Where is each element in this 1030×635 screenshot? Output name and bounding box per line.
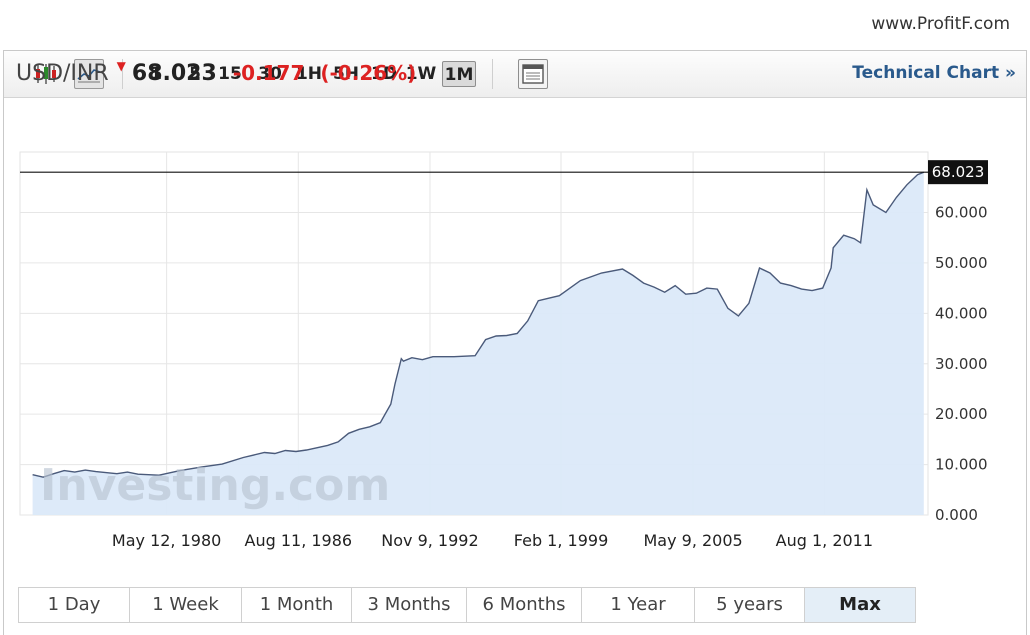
interval-button-1[interactable]: 1: [150, 64, 162, 84]
price-change: -0.177: [232, 61, 305, 85]
toolbar-divider: [122, 59, 123, 89]
range-1-year[interactable]: 1 Year: [582, 588, 695, 622]
last-price: 68.023: [131, 61, 217, 86]
x-tick-label: Nov 9, 1992: [381, 531, 478, 550]
x-tick-label: Feb 1, 1999: [514, 531, 608, 550]
y-tick-label: 10.000: [935, 456, 988, 474]
interval-button-1m[interactable]: 1M: [442, 61, 476, 87]
toolbar-divider: [492, 59, 493, 89]
chart-toolbar: 1 5 15 30 1H 5H 1D 1W 1M Technical Chart »: [4, 51, 1026, 98]
symbol-label: USD/INR: [16, 61, 109, 86]
price-change-percent: (-0.26%): [320, 61, 417, 85]
range-max[interactable]: Max: [805, 588, 915, 622]
interval-button-1h[interactable]: 1H: [295, 64, 323, 84]
last-price-tag: [928, 160, 988, 185]
interval-button-5[interactable]: 5: [189, 64, 201, 84]
x-tick-label: Aug 1, 2011: [776, 531, 873, 550]
price-chart[interactable]: 0.000 10.000 20.000 30.000 40.000 50.000 60.00…: [0, 0, 1030, 580]
y-tick-label: 40.000: [935, 304, 988, 322]
range-1-month[interactable]: 1 Month: [242, 588, 352, 622]
series-area: [32, 172, 924, 515]
series-line: [32, 171, 925, 478]
site-watermark: www.ProfitF.com: [871, 14, 1010, 34]
y-tick-label: 50.000: [935, 254, 988, 272]
range-3-months[interactable]: 3 Months: [352, 588, 467, 622]
interval-button-15[interactable]: 15: [218, 64, 242, 84]
x-tick-label: Aug 11, 1986: [245, 531, 353, 550]
technical-chart-link[interactable]: Technical Chart »: [852, 63, 1016, 83]
down-arrow-icon: ▼: [116, 59, 126, 73]
candlestick-icon[interactable]: [31, 59, 61, 89]
range-1-week[interactable]: 1 Week: [130, 588, 242, 622]
x-tick-label: May 9, 2005: [643, 531, 742, 550]
range-1-day[interactable]: 1 Day: [19, 588, 130, 622]
interval-button-1d[interactable]: 1D: [371, 64, 397, 84]
range-5-years[interactable]: 5 years: [695, 588, 805, 622]
calendar-icon[interactable]: [518, 59, 548, 89]
y-tick-label: 60.000: [935, 204, 988, 222]
x-tick-label: May 12, 1980: [112, 531, 221, 550]
investing-watermark: Investing.com: [40, 460, 390, 511]
y-tick-label: 30.000: [935, 355, 988, 373]
range-6-months[interactable]: 6 Months: [467, 588, 582, 622]
last-price-tag-label: 68.023: [932, 163, 985, 181]
interval-button-5h[interactable]: 5H: [332, 64, 360, 84]
y-tick-label: 20.000: [935, 405, 988, 423]
quote-header: USD/INR ▼ 68.023 -0.177 (-0.26%): [16, 59, 417, 91]
interval-button-1w[interactable]: 1W: [405, 64, 437, 84]
y-tick-label: 0.000: [935, 506, 978, 524]
line-chart-icon[interactable]: [74, 59, 104, 89]
interval-button-30[interactable]: 30: [258, 64, 282, 84]
time-range-selector: 1 Day 1 Week 1 Month 3 Months 6 Months 1 Year…: [18, 587, 916, 623]
